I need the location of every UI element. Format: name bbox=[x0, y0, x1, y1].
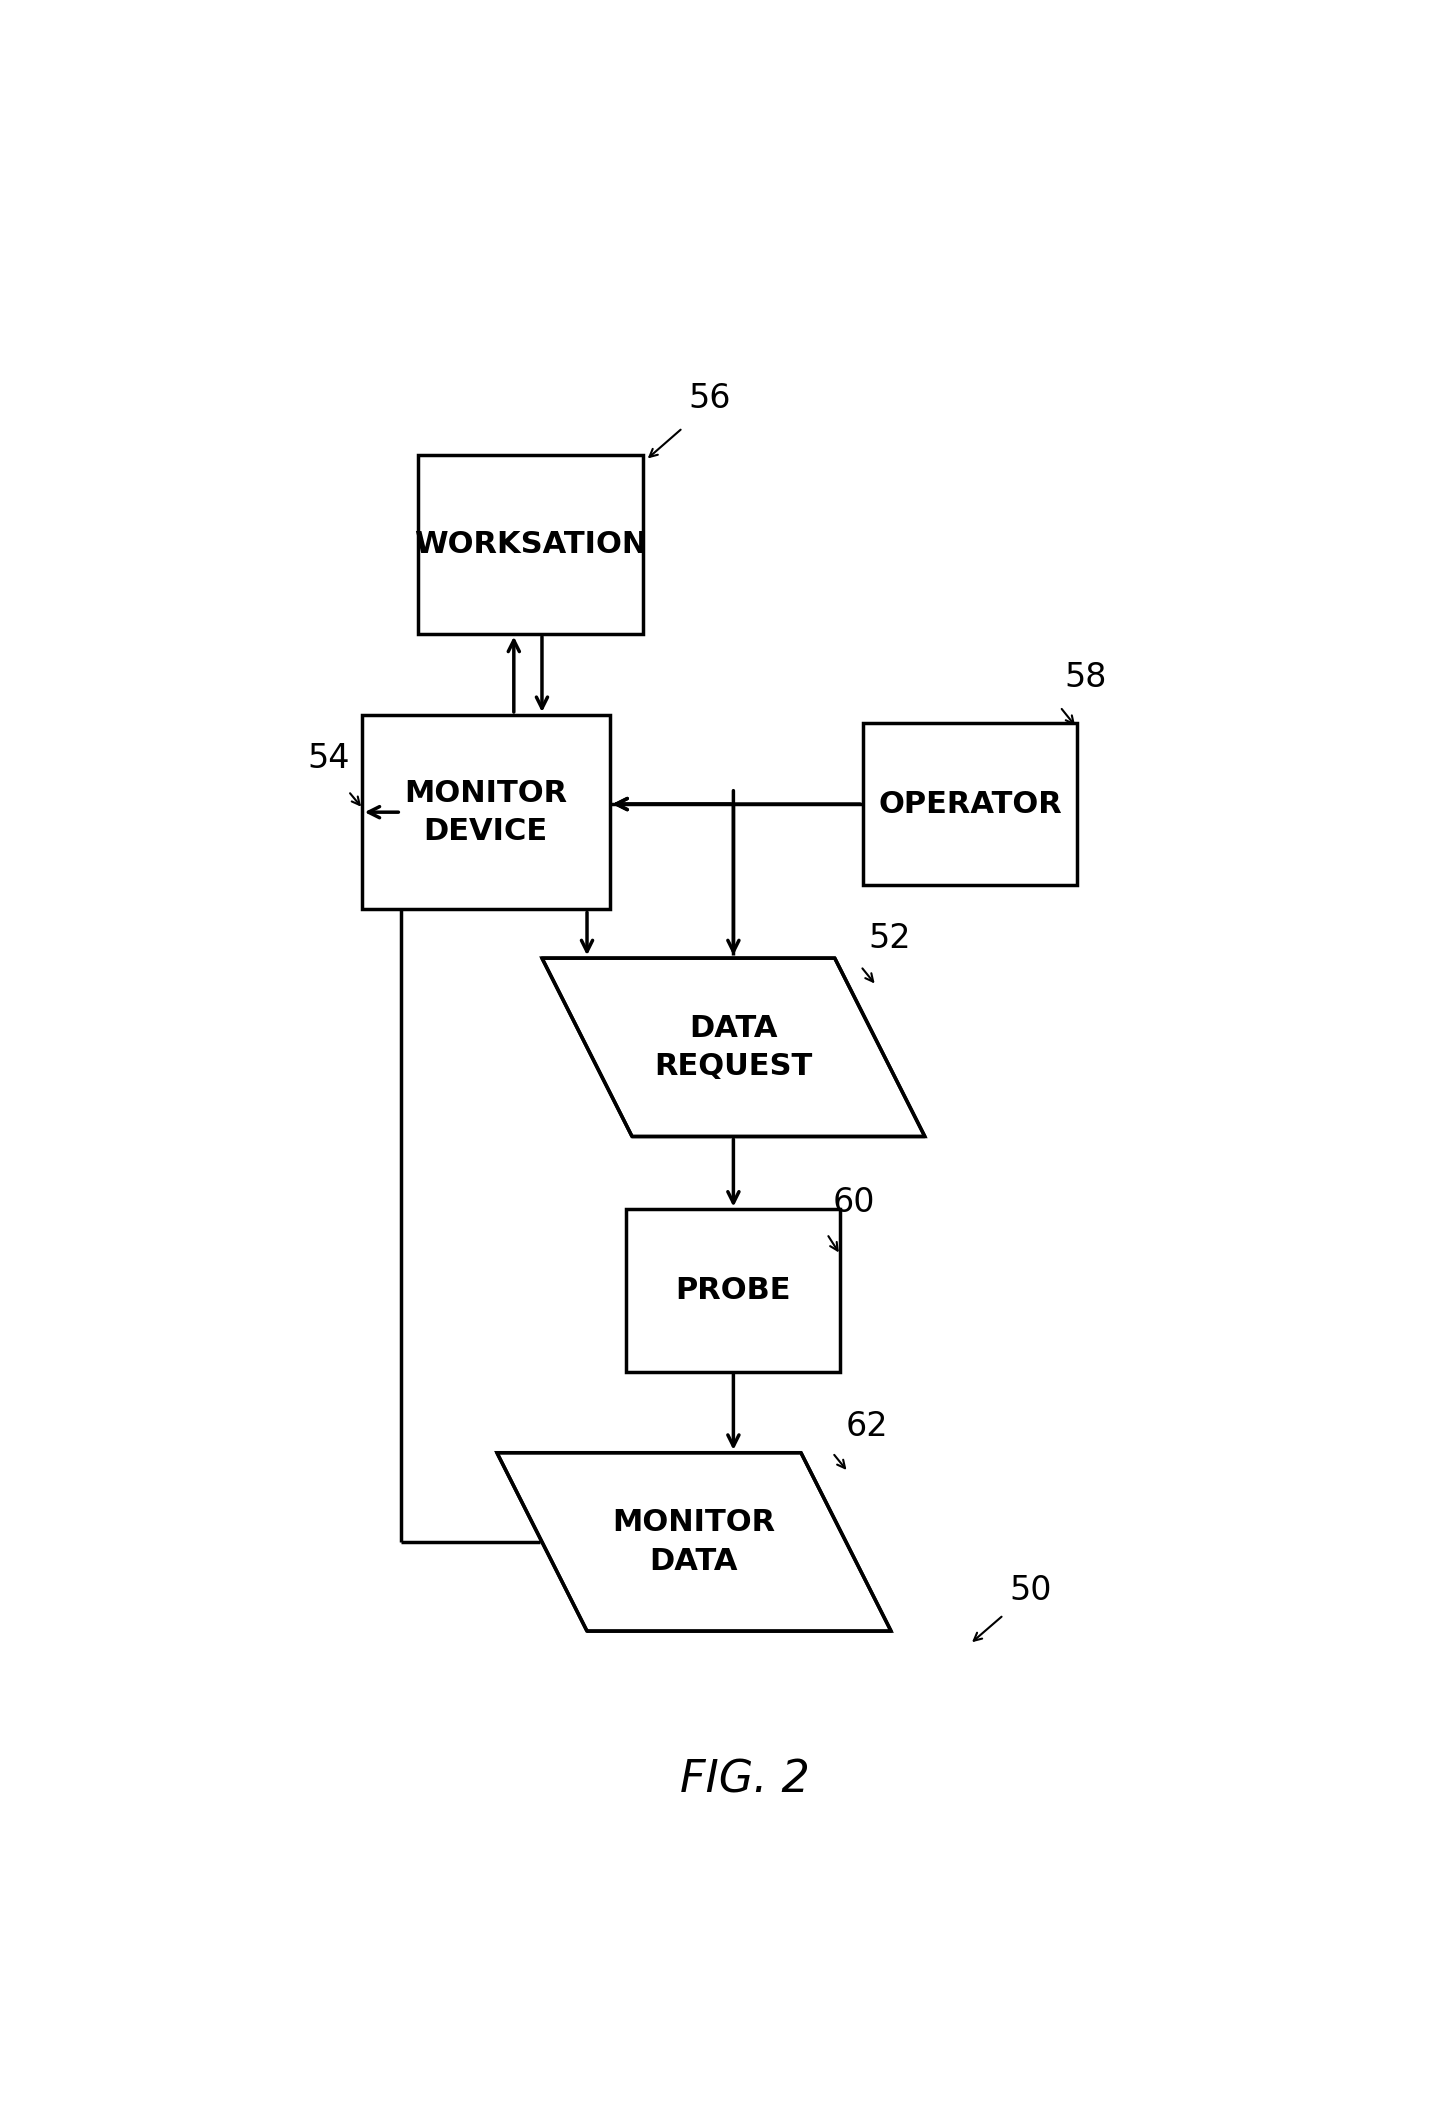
Bar bbox=[418, 455, 644, 634]
Bar bbox=[863, 722, 1077, 885]
Bar bbox=[362, 714, 610, 910]
Text: 54: 54 bbox=[308, 741, 350, 775]
Text: FIG. 2: FIG. 2 bbox=[680, 1759, 809, 1803]
Text: 52: 52 bbox=[869, 922, 911, 954]
Polygon shape bbox=[497, 1453, 891, 1630]
Bar bbox=[626, 1209, 840, 1371]
Text: 60: 60 bbox=[833, 1186, 875, 1219]
Polygon shape bbox=[542, 958, 924, 1137]
Text: MONITOR
DEVICE: MONITOR DEVICE bbox=[404, 779, 567, 847]
Text: 62: 62 bbox=[846, 1411, 889, 1443]
Text: DATA
REQUEST: DATA REQUEST bbox=[654, 1013, 812, 1080]
Text: OPERATOR: OPERATOR bbox=[878, 790, 1062, 819]
Text: 50: 50 bbox=[1010, 1573, 1052, 1607]
Text: 56: 56 bbox=[689, 381, 731, 415]
Text: MONITOR
DATA: MONITOR DATA bbox=[612, 1508, 776, 1575]
Text: WORKSATION: WORKSATION bbox=[414, 531, 648, 558]
Text: 58: 58 bbox=[1065, 661, 1107, 693]
Text: PROBE: PROBE bbox=[676, 1276, 790, 1306]
